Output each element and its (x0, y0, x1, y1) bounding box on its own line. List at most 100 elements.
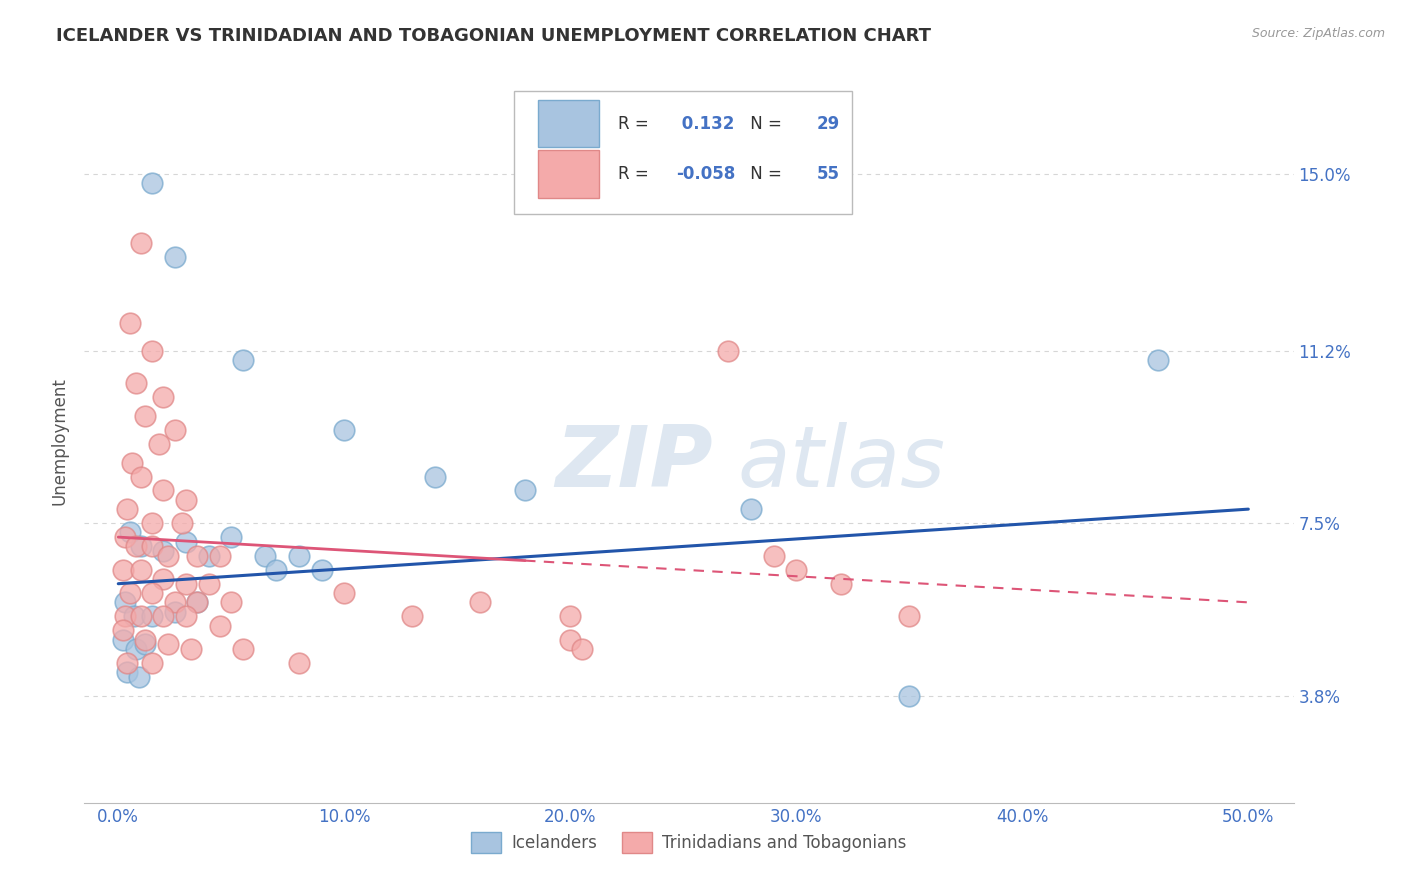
Text: R =: R = (617, 115, 654, 133)
Point (174, 609, 197, 624)
Legend: Icelanders, Trinidadians and Tobagonians: Icelanders, Trinidadians and Tobagonians (464, 826, 914, 860)
Point (423, 469, 446, 483)
Point (186, 595, 208, 609)
Point (186, 549, 208, 563)
Point (134, 409, 156, 423)
Point (163, 251, 186, 265)
Point (560, 632, 582, 647)
Point (174, 534, 197, 549)
Point (513, 483, 536, 498)
Point (152, 483, 174, 498)
Point (125, 642, 148, 657)
Point (288, 549, 311, 563)
Text: 55: 55 (817, 165, 841, 183)
Text: N =: N = (745, 165, 787, 183)
Point (468, 595, 491, 609)
Text: N =: N = (745, 115, 787, 133)
Point (152, 390, 174, 404)
Point (197, 576, 219, 591)
Point (180, 642, 202, 657)
Point (333, 586, 356, 600)
Point (560, 609, 582, 624)
FancyBboxPatch shape (538, 151, 599, 198)
Point (141, 516, 163, 530)
Y-axis label: Unemployment: Unemployment (51, 377, 69, 506)
Point (141, 656, 163, 670)
Point (266, 563, 288, 577)
Point (333, 423, 356, 437)
Point (141, 586, 163, 600)
Text: R =: R = (617, 165, 654, 183)
Point (186, 595, 208, 609)
Point (111, 632, 134, 647)
Point (117, 656, 139, 670)
Point (762, 549, 785, 563)
Point (134, 632, 156, 647)
Point (232, 353, 254, 368)
Point (111, 563, 134, 577)
Point (114, 609, 136, 624)
Text: ICELANDER VS TRINIDADIAN AND TOBAGONIAN UNEMPLOYMENT CORRELATION CHART: ICELANDER VS TRINIDADIAN AND TOBAGONIAN … (56, 27, 931, 45)
Text: 0.132: 0.132 (676, 115, 734, 133)
Point (208, 549, 231, 563)
Point (148, 437, 170, 451)
Text: 29: 29 (817, 115, 841, 133)
Point (118, 586, 141, 600)
Point (163, 605, 186, 619)
Point (129, 540, 152, 554)
Point (174, 492, 197, 507)
Point (785, 563, 807, 577)
Point (125, 540, 148, 554)
Point (311, 563, 333, 577)
Point (111, 624, 134, 638)
Text: -0.058: -0.058 (676, 165, 735, 183)
Point (740, 502, 762, 516)
Point (118, 316, 141, 330)
Point (129, 236, 152, 251)
FancyBboxPatch shape (513, 91, 852, 214)
Point (208, 618, 231, 632)
Text: Source: ZipAtlas.com: Source: ZipAtlas.com (1251, 27, 1385, 40)
Point (232, 642, 254, 657)
Point (129, 563, 152, 577)
Point (118, 525, 141, 540)
Point (163, 595, 186, 609)
Point (141, 176, 163, 190)
Point (163, 423, 186, 437)
Point (128, 670, 150, 684)
Point (117, 502, 139, 516)
Point (219, 595, 242, 609)
Point (114, 595, 136, 609)
Point (121, 456, 143, 470)
Point (122, 609, 145, 624)
Point (197, 549, 219, 563)
Point (114, 530, 136, 544)
Point (219, 530, 242, 544)
Point (141, 540, 163, 554)
Point (254, 549, 277, 563)
Point (129, 469, 152, 483)
Point (152, 572, 174, 586)
Text: atlas: atlas (737, 422, 945, 505)
Text: ZIP: ZIP (555, 422, 713, 505)
Point (129, 609, 152, 624)
Point (134, 637, 156, 651)
Point (117, 665, 139, 680)
Point (152, 544, 174, 558)
Point (717, 343, 740, 358)
Point (141, 343, 163, 358)
Point (152, 609, 174, 624)
Point (401, 609, 423, 624)
Point (898, 689, 921, 703)
Point (288, 656, 311, 670)
Point (141, 609, 163, 624)
Point (156, 549, 179, 563)
FancyBboxPatch shape (538, 100, 599, 147)
Point (174, 576, 197, 591)
Point (170, 516, 193, 530)
Point (125, 376, 148, 391)
Point (156, 637, 179, 651)
Point (1147, 353, 1170, 368)
Point (831, 576, 853, 591)
Point (898, 609, 921, 624)
